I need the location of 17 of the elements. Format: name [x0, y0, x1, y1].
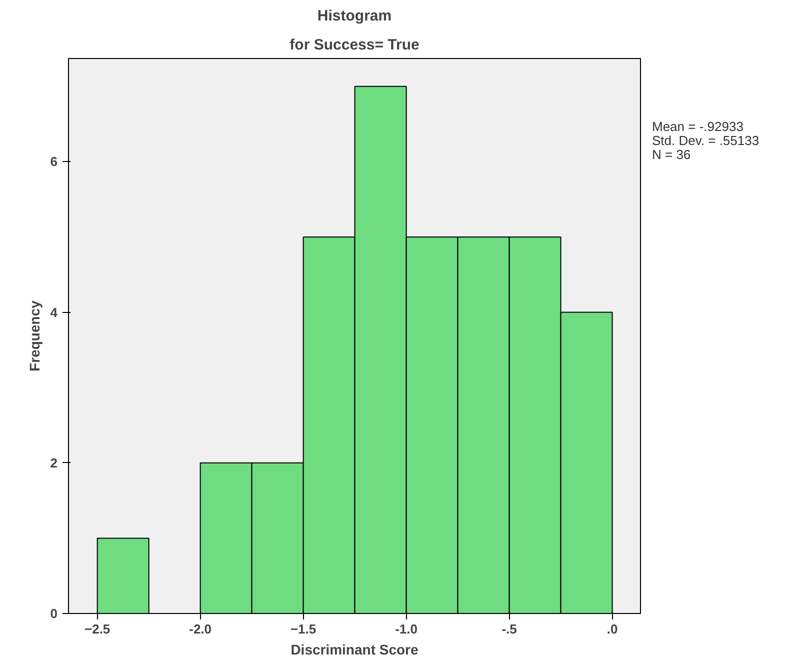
y-axis-title: Frequency	[26, 300, 42, 372]
x-tick-label: -2.0	[189, 622, 212, 636]
x-tick-label: -.5	[502, 622, 517, 636]
x-tick-label: −1.5	[290, 622, 316, 636]
text: N = 36	[652, 147, 691, 162]
x-tick-label: -1.0	[395, 622, 418, 636]
chart-subtitle: for Success= True	[290, 36, 420, 54]
y-tick-label: 6	[50, 154, 58, 170]
x-axis-title: Discriminant Score	[290, 642, 419, 658]
y-tick-label: 2	[50, 455, 58, 470]
text: Std. Dev. = .55133	[652, 133, 760, 148]
y-tick-label: 4	[50, 304, 58, 320]
chart-title: Histogram	[317, 8, 392, 24]
x-tick-label: −2.5	[84, 622, 110, 636]
x-tick-label: .0	[606, 622, 618, 636]
y-tick-label: 0	[50, 606, 58, 621]
text: Mean = -.92933	[652, 119, 744, 134]
